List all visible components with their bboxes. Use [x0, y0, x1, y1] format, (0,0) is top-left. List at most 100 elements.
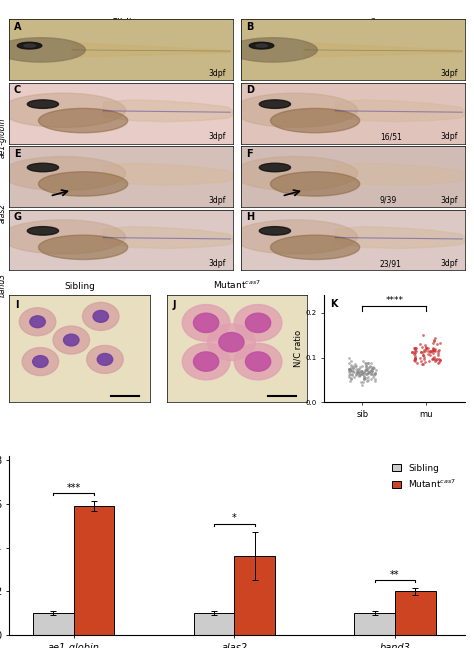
Point — [356, 364, 363, 375]
Circle shape — [38, 172, 128, 196]
Point — [345, 369, 353, 380]
Circle shape — [271, 235, 360, 259]
Point — [369, 366, 376, 376]
Point — [362, 369, 370, 379]
Circle shape — [249, 42, 274, 49]
Point — [347, 364, 355, 375]
Point — [345, 364, 353, 375]
Point — [367, 358, 375, 368]
Point — [419, 349, 427, 360]
Point — [430, 345, 438, 355]
Point — [367, 369, 374, 379]
Bar — [234, 557, 275, 635]
Point — [355, 367, 362, 378]
Polygon shape — [72, 43, 230, 57]
Circle shape — [193, 352, 219, 371]
Point — [369, 364, 376, 375]
Point — [356, 367, 363, 377]
Point — [429, 353, 437, 363]
Circle shape — [233, 93, 357, 127]
Point — [354, 366, 361, 376]
Point — [429, 343, 437, 353]
Point — [410, 354, 418, 365]
Point — [347, 362, 355, 372]
Point — [429, 345, 437, 355]
Text: 23/91: 23/91 — [380, 259, 401, 268]
Text: ***: *** — [66, 483, 81, 492]
Point — [424, 343, 431, 353]
Circle shape — [0, 93, 126, 127]
Point — [418, 341, 426, 352]
Point — [357, 368, 365, 378]
Point — [363, 365, 370, 375]
Point — [370, 370, 378, 380]
Text: **: ** — [390, 570, 400, 579]
Point — [357, 366, 365, 376]
Point — [353, 364, 360, 375]
Point — [360, 367, 367, 378]
Point — [358, 379, 365, 389]
Point — [428, 346, 436, 356]
Circle shape — [259, 227, 291, 235]
Point — [429, 354, 437, 365]
Point — [361, 358, 368, 368]
Point — [353, 369, 360, 379]
Text: 3dpf: 3dpf — [209, 259, 226, 268]
Text: alas2: alas2 — [0, 202, 7, 223]
Point — [347, 373, 355, 384]
Point — [372, 367, 379, 378]
Circle shape — [256, 44, 267, 47]
Polygon shape — [335, 227, 465, 249]
Point — [371, 368, 379, 378]
Point — [411, 356, 419, 366]
Point — [422, 343, 430, 354]
Circle shape — [24, 44, 35, 47]
Point — [368, 369, 375, 380]
Point — [421, 345, 428, 356]
Circle shape — [234, 343, 282, 380]
Point — [348, 369, 356, 380]
Text: 3dpf: 3dpf — [440, 132, 458, 141]
Circle shape — [233, 220, 357, 254]
Point — [370, 363, 378, 373]
Point — [348, 366, 356, 376]
Circle shape — [17, 42, 42, 49]
Point — [411, 353, 419, 364]
Point — [434, 350, 441, 360]
Legend: Sibling, Mutant$^{cas7}$: Sibling, Mutant$^{cas7}$ — [389, 460, 460, 493]
Point — [345, 353, 353, 363]
Point — [419, 350, 427, 360]
Text: I: I — [15, 300, 18, 310]
Point — [369, 364, 377, 374]
Circle shape — [33, 356, 48, 367]
Point — [365, 367, 373, 377]
Point — [434, 358, 441, 369]
Point — [359, 376, 367, 387]
Point — [366, 366, 374, 376]
Point — [432, 356, 439, 367]
Point — [357, 376, 365, 387]
Text: G: G — [14, 212, 22, 222]
Point — [410, 347, 418, 357]
Point — [429, 347, 437, 358]
Text: Sibling: Sibling — [64, 282, 95, 290]
Point — [435, 357, 443, 367]
Text: *: * — [232, 513, 237, 524]
Point — [355, 366, 362, 376]
Point — [428, 353, 436, 364]
Point — [346, 358, 353, 368]
Point — [360, 373, 367, 384]
Point — [349, 363, 357, 373]
Point — [418, 347, 425, 357]
Point — [345, 364, 353, 375]
Point — [429, 344, 437, 354]
Point — [412, 342, 420, 353]
Point — [372, 375, 379, 386]
Circle shape — [93, 310, 109, 322]
Point — [368, 364, 375, 375]
Point — [370, 371, 377, 382]
Point — [365, 367, 372, 378]
Circle shape — [193, 313, 219, 332]
Point — [431, 354, 438, 364]
Circle shape — [259, 100, 291, 108]
